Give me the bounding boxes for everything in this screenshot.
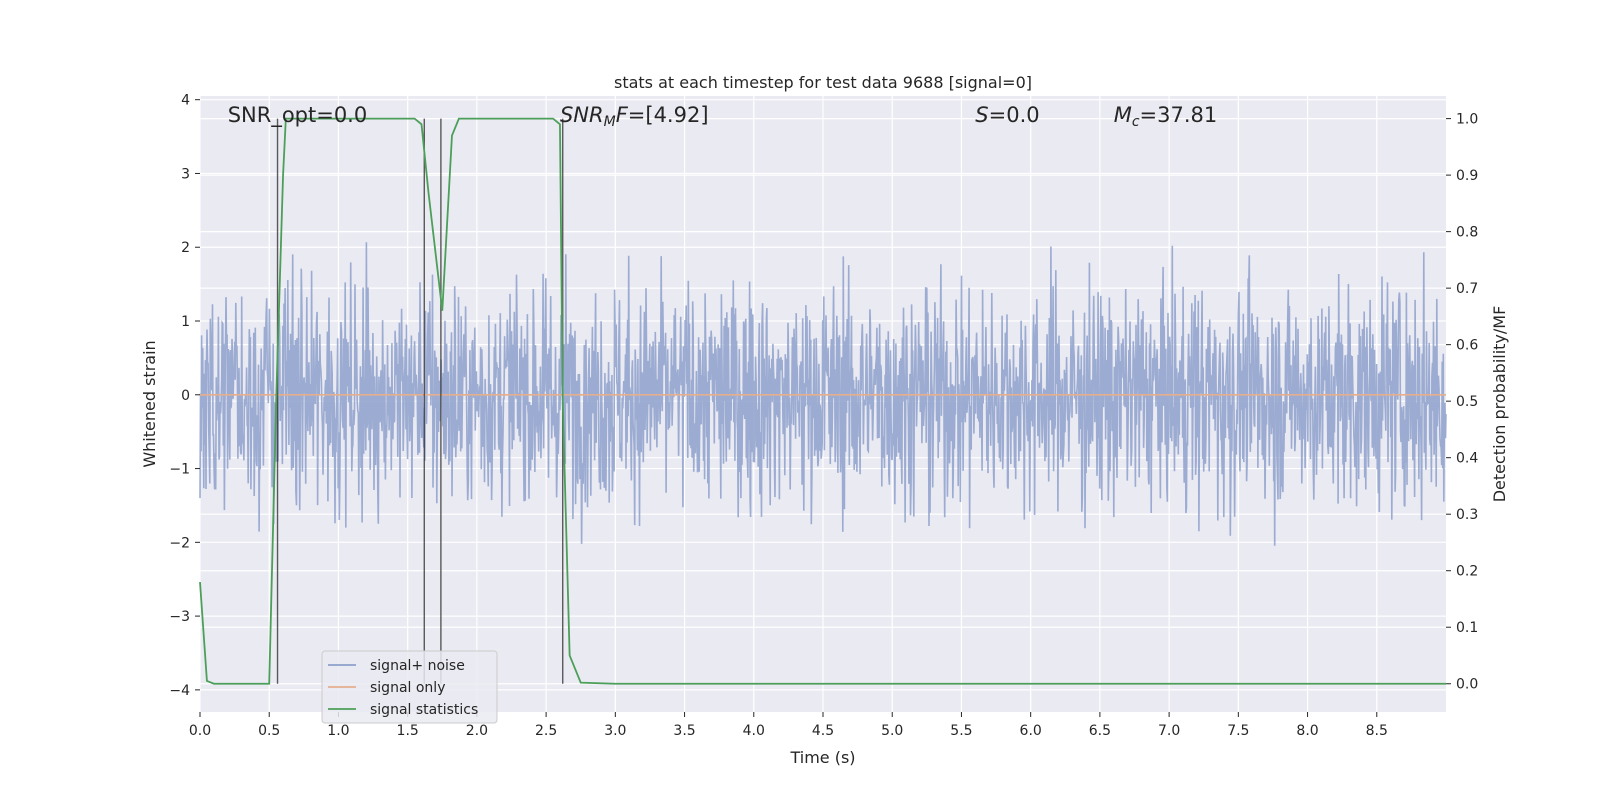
- y-tick-label: −1: [169, 462, 190, 478]
- y2-tick-label: 0.2: [1456, 564, 1478, 580]
- x-tick-label: 7.5: [1227, 723, 1249, 739]
- x-tick-label: 5.5: [950, 723, 972, 739]
- annotation-0: SNR_opt=0.0: [228, 103, 368, 128]
- plot-area: [199, 117, 1447, 685]
- x-tick-label: 8.0: [1296, 723, 1318, 739]
- x-tick-label: 0.5: [258, 723, 280, 739]
- axes: 0.0 0.5 1.0 1.5 2.0 2.5 3.0 3.5 4.0 4.5 5.0 5.5 6.0 6…: [169, 93, 1478, 739]
- x-tick-label: 4.5: [812, 723, 834, 739]
- y-tick-label: 1: [181, 314, 190, 330]
- series-signal-noise: [199, 242, 1447, 546]
- x-tick-label: 6.5: [1089, 723, 1111, 739]
- x-tick-label: 1.5: [397, 723, 419, 739]
- x-axis-label: Time (s): [789, 748, 855, 767]
- y2-tick-label: 0.5: [1456, 394, 1478, 410]
- y2-tick-label: 1.0: [1456, 112, 1478, 128]
- annotation-2: S=0.0: [975, 103, 1039, 127]
- y-tick-label: 0: [181, 388, 190, 404]
- x-tick-label: 2.0: [466, 723, 488, 739]
- x-tick-label: 4.0: [743, 723, 765, 739]
- y2-tick-label: 0.7: [1456, 281, 1478, 297]
- x-tick-label: 8.5: [1366, 723, 1388, 739]
- y2-tick-label: 0.4: [1456, 451, 1478, 467]
- y-axis-label: Whitened strain: [140, 340, 159, 467]
- y2-axis-label: Detection probability/MF: [1490, 306, 1509, 503]
- y-tick-label: 3: [181, 166, 190, 182]
- y2-tick-label: 0.3: [1456, 507, 1478, 523]
- y-tick-label: −2: [169, 535, 190, 551]
- x-tick-label: 3.5: [673, 723, 695, 739]
- x-tick-label: 3.0: [604, 723, 626, 739]
- legend-box: [321, 650, 498, 724]
- y2-tick-label: 0.1: [1456, 620, 1478, 636]
- legend-label: signal statistics: [370, 702, 478, 718]
- y2-tick-label: 0.6: [1456, 338, 1478, 354]
- legend: signal+ noise signal only signal statistic…: [321, 650, 498, 724]
- legend-label: signal+ noise: [370, 658, 465, 674]
- y-tick-label: 4: [181, 93, 190, 109]
- x-tick-label: 0.0: [189, 723, 211, 739]
- chart-title: stats at each timestep for test data 968…: [614, 73, 1032, 92]
- y-tick-label: 2: [181, 240, 190, 256]
- x-tick-label: 5.0: [881, 723, 903, 739]
- y2-tick-label: 0.8: [1456, 225, 1478, 241]
- x-tick-label: 7.0: [1158, 723, 1180, 739]
- y2-tick-label: 0.9: [1456, 168, 1478, 184]
- y-tick-label: −4: [169, 683, 190, 699]
- x-tick-label: 1.0: [327, 723, 349, 739]
- x-tick-label: 2.5: [535, 723, 557, 739]
- annotation-1: SNRMF=[4.92]: [560, 103, 709, 130]
- annotation-3: Mc=37.81: [1114, 103, 1218, 130]
- y-tick-label: −3: [169, 609, 190, 625]
- annotations: SNR_opt=0.0 SNRMF=[4.92] S=0.0 Mc=37.81: [228, 103, 1218, 130]
- legend-label: signal only: [370, 680, 445, 696]
- x-tick-label: 6.0: [1020, 723, 1042, 739]
- series-signal-statistics: [199, 117, 1446, 685]
- y2-tick-label: 0.0: [1456, 677, 1478, 693]
